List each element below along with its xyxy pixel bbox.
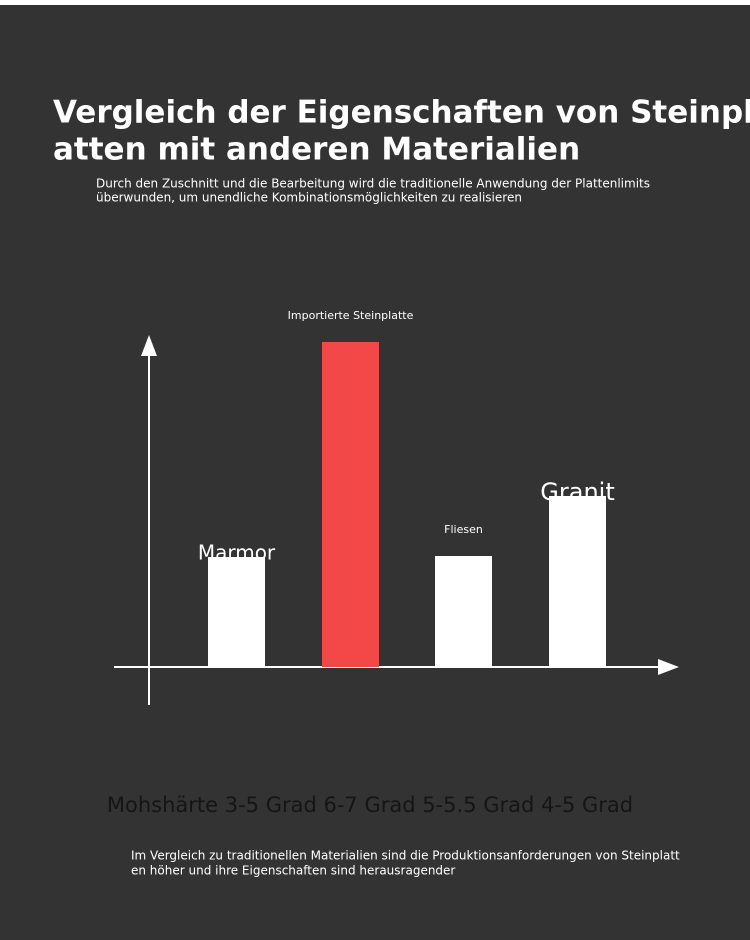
bar-label: Importierte Steinplatte — [288, 309, 414, 322]
bar-label: Marmor — [198, 541, 276, 565]
bar — [322, 342, 379, 667]
top-strip — [0, 0, 750, 5]
bar-label: Fliesen — [444, 523, 483, 536]
caption: Mohshärte 3-5 Grad 6-7 Grad 5-5.5 Grad 4… — [107, 793, 633, 817]
subtitle-line: überwunden, um unendliche Kombinationsmö… — [96, 191, 522, 205]
y-axis-arrow — [141, 335, 157, 356]
bar — [435, 556, 492, 667]
title-line: Vergleich der Eigenschaften von Steinpl — [53, 95, 750, 131]
x-axis-arrow — [658, 659, 679, 675]
title-line: atten mit anderen Materialien — [53, 132, 580, 168]
bar — [549, 496, 606, 667]
bar-label: Granit — [540, 478, 614, 506]
note-line: Im Vergleich zu traditionellen Materiali… — [131, 849, 680, 863]
bar — [208, 557, 265, 667]
subtitle-line: Durch den Zuschnitt und die Bearbeitung … — [96, 177, 650, 191]
note-line: en höher und ihre Eigenschaften sind her… — [131, 864, 455, 878]
